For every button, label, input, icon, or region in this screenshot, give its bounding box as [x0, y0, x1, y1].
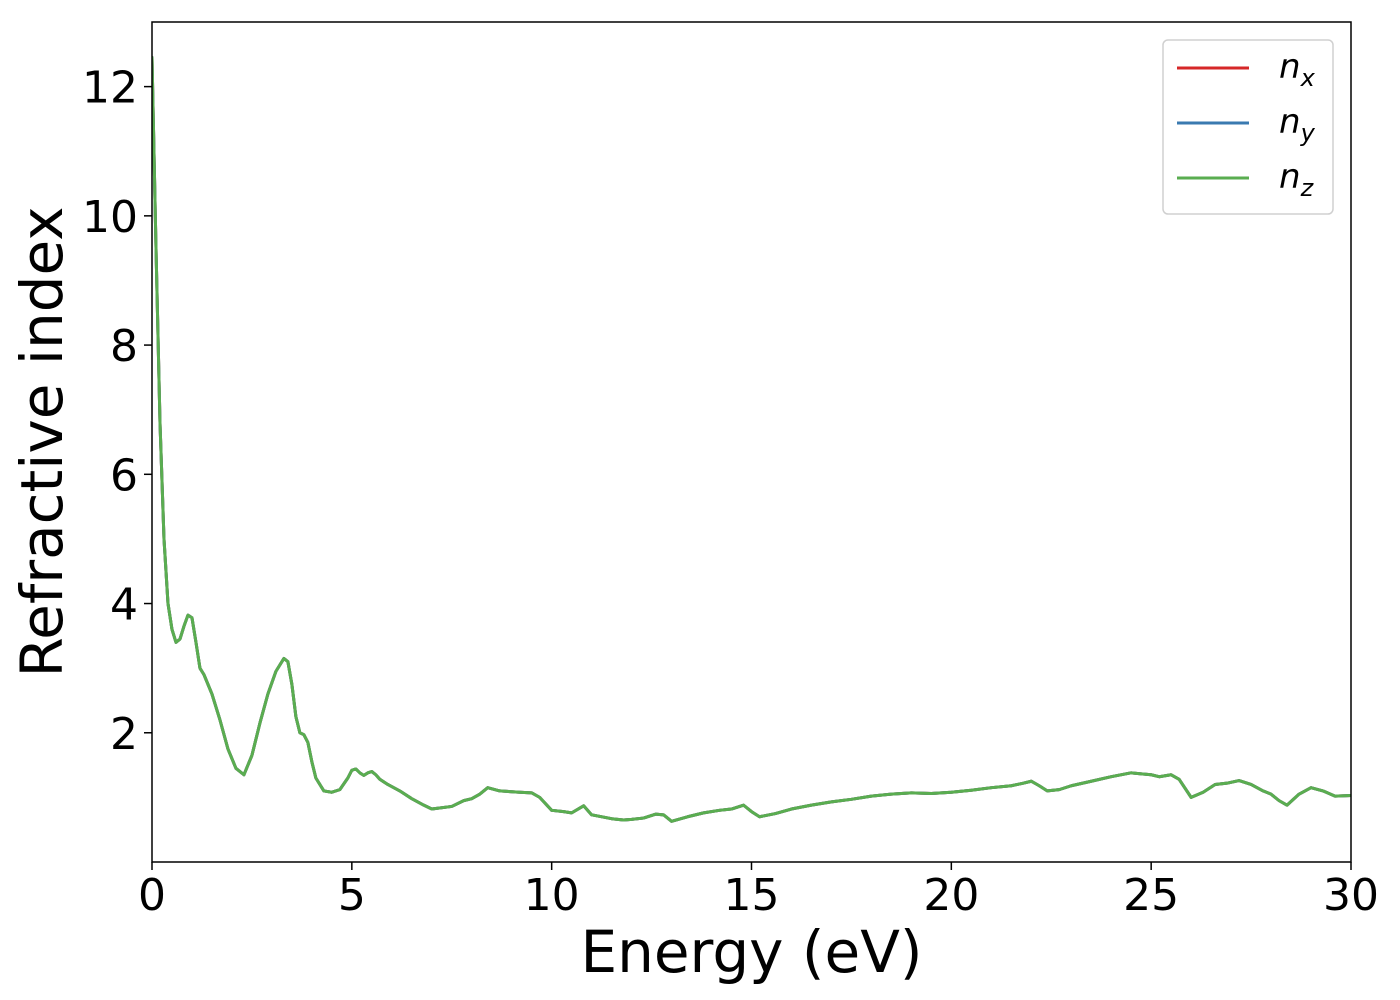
x-tick-label: 15 — [724, 870, 780, 921]
x-tick-label: 5 — [338, 870, 366, 921]
x-tick-label: 20 — [923, 870, 979, 921]
x-axis-ticks: 0 5 10 15 20 25 30 — [138, 862, 1379, 921]
legend-label: ny — [1279, 102, 1316, 147]
legend-box — [1162, 39, 1334, 215]
y-tick-label: 2 — [110, 709, 138, 760]
y-tick-label: 12 — [82, 63, 138, 114]
y-axis-ticks: 2 4 6 8 10 12 — [82, 63, 152, 760]
legend: nx ny nz — [1162, 39, 1334, 215]
x-tick-label: 25 — [1123, 870, 1179, 921]
legend-label: nz — [1279, 157, 1315, 202]
y-tick-label: 6 — [110, 450, 138, 501]
series-layer — [152, 56, 1351, 823]
x-tick-label: 0 — [138, 870, 166, 921]
x-tick-label: 10 — [524, 870, 580, 921]
y-tick-label: 4 — [110, 580, 138, 631]
x-tick-label: 30 — [1323, 870, 1379, 921]
legend-label: nx — [1279, 47, 1316, 92]
y-axis-label: Refractive index — [8, 206, 76, 677]
series-line-n_z — [152, 56, 1351, 823]
x-axis-label: Energy (eV) — [580, 918, 922, 986]
y-tick-label: 10 — [82, 192, 138, 243]
y-tick-label: 8 — [110, 321, 138, 372]
